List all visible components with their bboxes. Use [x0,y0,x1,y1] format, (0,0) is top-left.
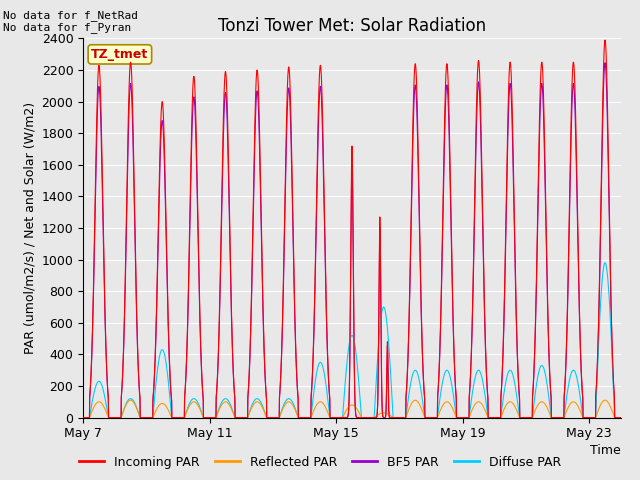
Text: Time: Time [590,444,621,457]
Text: TZ_tmet: TZ_tmet [92,48,148,61]
Title: Tonzi Tower Met: Solar Radiation: Tonzi Tower Met: Solar Radiation [218,17,486,36]
Legend: Incoming PAR, Reflected PAR, BF5 PAR, Diffuse PAR: Incoming PAR, Reflected PAR, BF5 PAR, Di… [74,451,566,474]
Text: No data for f_NetRad
No data for f_Pyran: No data for f_NetRad No data for f_Pyran [3,10,138,33]
Y-axis label: PAR (umol/m2/s) / Net and Solar (W/m2): PAR (umol/m2/s) / Net and Solar (W/m2) [23,102,36,354]
